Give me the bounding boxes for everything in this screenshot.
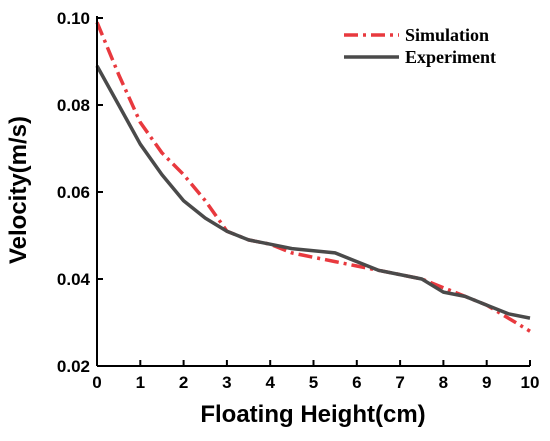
x-tick-label: 9 <box>482 373 491 392</box>
series-layer <box>95 21 531 333</box>
y-tick-label: 0.10 <box>57 9 90 28</box>
legend-label-experiment: Experiment <box>405 47 496 67</box>
y-axis-title: Velocity(m/s) <box>5 116 32 264</box>
x-axis-title: Floating Height(cm) <box>200 401 425 428</box>
y-tick-label: 0.08 <box>57 96 90 115</box>
legend-label-simulation: Simulation <box>405 25 489 45</box>
x-tick-label: 6 <box>352 373 361 392</box>
x-tick-label: 2 <box>179 373 188 392</box>
x-tick-label: 5 <box>309 373 318 392</box>
series-line-experiment <box>95 65 531 320</box>
x-tick-label: 10 <box>521 373 540 392</box>
x-tick-label: 7 <box>395 373 404 392</box>
x-tick-label: 0 <box>92 373 101 392</box>
y-tick-label: 0.02 <box>57 357 90 376</box>
x-tick-label: 3 <box>222 373 231 392</box>
legend: Simulation Experiment <box>344 25 496 67</box>
ticks-layer: 0 1 2 3 4 5 6 7 8 9 10 0.02 0.04 0.06 0.08 0.10 <box>57 9 540 392</box>
x-tick-label: 1 <box>136 373 145 392</box>
x-tick-label: 8 <box>439 373 448 392</box>
y-tick-label: 0.04 <box>57 270 91 289</box>
x-tick-label: 4 <box>265 373 275 392</box>
axes-layer <box>96 16 530 367</box>
y-tick-label: 0.06 <box>57 183 90 202</box>
